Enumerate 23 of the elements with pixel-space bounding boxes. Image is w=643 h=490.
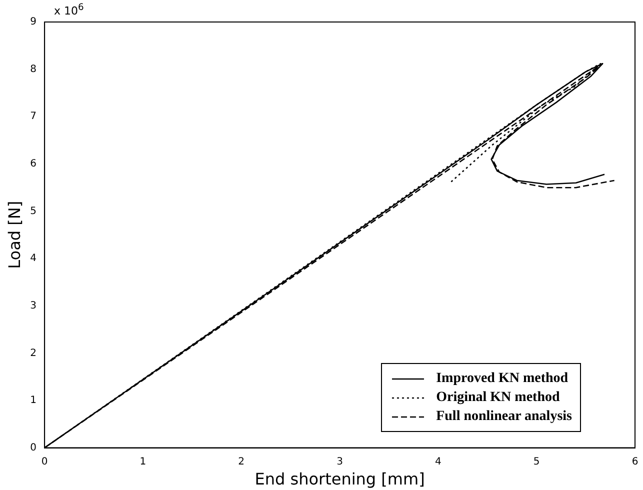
y-tick-label: 6 [30,158,37,170]
y-tick-label: 8 [30,64,37,75]
y-tick-label: 2 [30,348,37,359]
x-tick-label: 1 [140,456,146,468]
x-tick-label: 3 [336,456,343,468]
y-tick-label: 1 [30,395,37,406]
x-tick-label: 0 [41,456,48,468]
y-tick-label: 4 [30,253,37,264]
y-tick-label: 9 [30,16,37,28]
legend-label: Full nonlinear analysis [436,408,572,424]
text: x 10$^{6}$ [54,2,84,18]
y-tick-label: 7 [30,111,37,122]
legend-label: Original KN method [436,390,560,406]
y-tick-label: 5 [30,206,37,217]
x-tick-label: 6 [632,456,638,468]
y-axis-title: Load [N] [4,200,24,269]
x-tick-label: 2 [238,456,245,468]
legend-label: Improved KN method [436,370,568,386]
x-tick-label: 5 [533,456,540,468]
y-tick-label: 3 [30,300,37,312]
x-axis-title: End shortening [mm] [254,470,425,489]
y-tick-label: 0 [30,442,37,454]
x-tick-label: 4 [435,456,442,468]
